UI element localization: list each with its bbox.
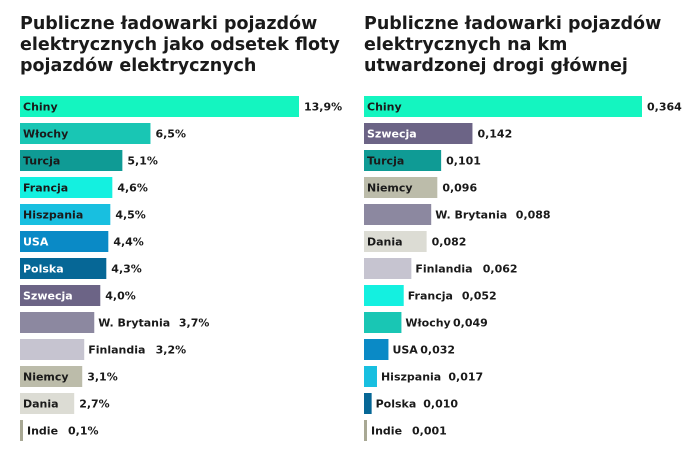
bar-indie xyxy=(20,420,23,441)
value-label-indie: 0,1% xyxy=(68,425,99,438)
bar-finlandia xyxy=(20,339,85,360)
category-label-finlandia: Finlandia xyxy=(415,263,472,276)
chart-panel-left: Publiczne ładowarki pojazdów elektryczny… xyxy=(20,14,342,441)
value-label-włochy: 0,049 xyxy=(453,317,488,330)
value-label-niemcy: 3,1% xyxy=(87,371,118,384)
chart-title-right: Publiczne ładowarki pojazdów elektryczny… xyxy=(364,14,662,76)
bar-chiny xyxy=(20,96,299,117)
bar-chart-right: Chiny 0,364 Szwecja 0,142 Turcja 0,101 Niemcy 0… xyxy=(364,96,682,441)
category-label-dania: Dania xyxy=(23,398,59,411)
category-label-włochy: Włochy xyxy=(23,128,68,141)
chart-title-left: Publiczne ładowarki pojazdów elektryczny… xyxy=(20,14,340,76)
category-label-włochy: Włochy xyxy=(405,317,450,330)
category-label-francja: Francja xyxy=(408,290,453,303)
value-label-usa: 0,032 xyxy=(420,344,455,357)
value-label-francja: 0,052 xyxy=(462,290,497,303)
category-label-w-brytania: W. Brytania xyxy=(98,317,170,330)
category-label-chiny: Chiny xyxy=(23,101,58,114)
bar-niemcy xyxy=(364,177,438,198)
category-label-usa: USA xyxy=(23,236,49,249)
category-label-chiny: Chiny xyxy=(367,101,402,114)
bar-włochy xyxy=(364,312,402,333)
value-label-hiszpania: 4,5% xyxy=(115,209,146,222)
bar-finlandia xyxy=(364,258,412,279)
value-label-szwecja: 0,142 xyxy=(477,128,512,141)
value-label-usa: 4,4% xyxy=(113,236,144,249)
category-label-polska: Polska xyxy=(376,398,417,411)
bar-dania xyxy=(364,231,427,252)
value-label-dania: 0,082 xyxy=(432,236,467,249)
category-label-turcja: Turcja xyxy=(23,155,60,168)
value-label-finlandia: 3,2% xyxy=(156,344,187,357)
bar-w-brytania xyxy=(20,312,95,333)
bar-szwecja xyxy=(364,123,473,144)
category-label-szwecja: Szwecja xyxy=(367,128,417,141)
value-label-hiszpania: 0,017 xyxy=(448,371,483,384)
bar-usa xyxy=(364,339,389,360)
bar-włochy xyxy=(20,123,151,144)
category-label-hiszpania: Hiszpania xyxy=(381,371,441,384)
category-label-indie: Indie xyxy=(27,425,58,438)
category-label-hiszpania: Hiszpania xyxy=(23,209,83,222)
value-label-indie: 0,001 xyxy=(412,425,447,438)
category-label-francja: Francja xyxy=(23,182,68,195)
bar-chart-left: Chiny 13,9% Włochy 6,5% Turcja 5,1% Francja 4,6… xyxy=(20,96,342,441)
bar-hiszpania xyxy=(364,366,377,387)
category-label-turcja: Turcja xyxy=(367,155,404,168)
value-label-w-brytania: 3,7% xyxy=(179,317,210,330)
value-label-polska: 4,3% xyxy=(111,263,142,276)
category-label-finlandia: Finlandia xyxy=(88,344,145,357)
value-label-włochy: 6,5% xyxy=(155,128,186,141)
bar-chiny xyxy=(364,96,642,117)
bar-usa xyxy=(20,231,109,252)
value-label-w-brytania: 0,088 xyxy=(516,209,551,222)
bar-dania xyxy=(20,393,75,414)
value-label-francja: 4,6% xyxy=(117,182,148,195)
bar-hiszpania xyxy=(20,204,111,225)
category-label-niemcy: Niemcy xyxy=(367,182,413,195)
value-label-dania: 2,7% xyxy=(79,398,110,411)
bar-szwecja xyxy=(20,285,101,306)
value-label-turcja: 5,1% xyxy=(127,155,158,168)
bar-indie xyxy=(364,420,367,441)
category-label-indie: Indie xyxy=(371,425,402,438)
bar-francja xyxy=(20,177,113,198)
bar-niemcy xyxy=(20,366,83,387)
value-label-chiny: 13,9% xyxy=(304,101,342,114)
category-label-dania: Dania xyxy=(367,236,403,249)
bar-w-brytania xyxy=(364,204,432,225)
chart-panel-right: Publiczne ładowarki pojazdów elektryczny… xyxy=(350,0,700,464)
bar-polska xyxy=(20,258,107,279)
value-label-szwecja: 4,0% xyxy=(105,290,136,303)
value-label-turcja: 0,101 xyxy=(446,155,481,168)
value-label-niemcy: 0,096 xyxy=(442,182,477,195)
bar-polska xyxy=(364,393,372,414)
value-label-finlandia: 0,062 xyxy=(483,263,518,276)
value-label-chiny: 0,364 xyxy=(647,101,682,114)
bar-turcja xyxy=(20,150,123,171)
category-label-w-brytania: W. Brytania xyxy=(435,209,507,222)
category-label-polska: Polska xyxy=(23,263,64,276)
category-label-usa: USA xyxy=(392,344,418,357)
category-label-niemcy: Niemcy xyxy=(23,371,69,384)
bar-francja xyxy=(364,285,404,306)
category-label-szwecja: Szwecja xyxy=(23,290,73,303)
value-label-polska: 0,010 xyxy=(423,398,458,411)
bar-turcja xyxy=(364,150,442,171)
